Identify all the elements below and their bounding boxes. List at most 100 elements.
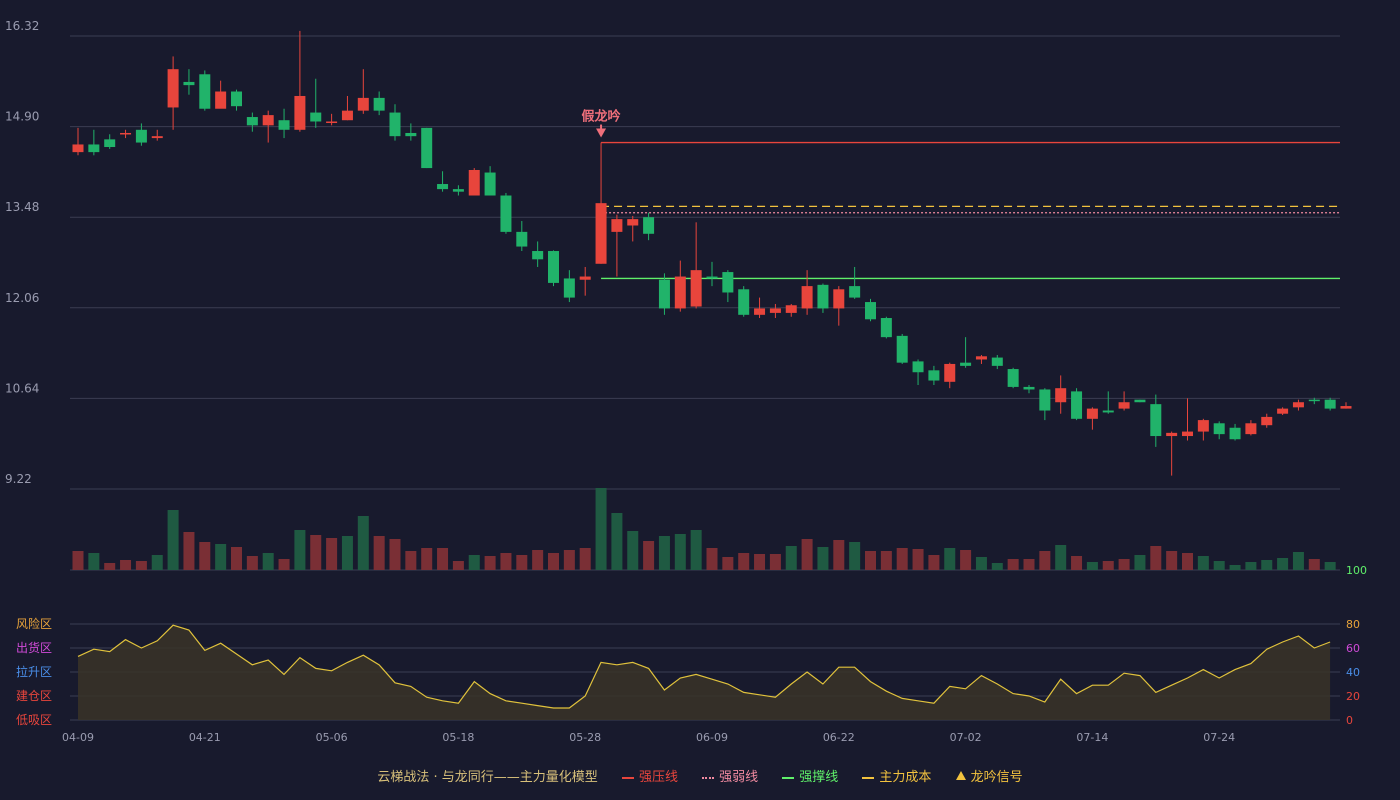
grid-layer — [70, 35, 1340, 721]
legend-item-support[interactable]: 强撑线 — [782, 766, 838, 785]
volume-bar — [880, 551, 892, 570]
volume-bar — [484, 556, 496, 570]
volume-bar — [1007, 559, 1019, 570]
volume-bar — [991, 563, 1003, 570]
volume-bar — [437, 548, 449, 570]
oscillator-line — [77, 624, 1331, 709]
candle-body — [865, 302, 876, 320]
candle-body — [468, 169, 480, 196]
x-tick-label: 04-21 — [189, 731, 221, 744]
oscillator-tick-label: 0 — [1346, 714, 1353, 727]
candle-body — [516, 231, 528, 247]
zone-label: 低吸区 — [16, 713, 52, 727]
volume-bar — [231, 547, 242, 570]
candle-body — [88, 144, 100, 153]
x-tick-label: 04-09 — [62, 731, 94, 744]
volume-bar — [1182, 553, 1193, 570]
candle-body — [1023, 386, 1035, 390]
candle-body — [991, 357, 1003, 366]
candle-body — [563, 278, 575, 298]
volume-bar — [944, 548, 956, 570]
candle-body — [326, 121, 338, 123]
legend-label-cost: 主力成本 — [879, 770, 932, 785]
candle-body — [738, 289, 750, 315]
candle-body — [484, 172, 496, 196]
legend-item-cost[interactable]: 主力成本 — [862, 766, 931, 785]
volume-bar — [151, 555, 163, 570]
legend-label-strength: 强弱线 — [719, 770, 759, 785]
volume-bar — [326, 538, 338, 570]
candle-body — [611, 219, 623, 232]
candle-body — [674, 276, 686, 309]
volume-bar — [548, 553, 559, 570]
volume-bar — [1118, 559, 1130, 570]
candle-body — [452, 189, 464, 192]
candle-body — [896, 335, 908, 363]
volume-bar — [754, 554, 766, 570]
candle-body — [548, 251, 559, 283]
volume-bar — [135, 561, 147, 570]
candle-body — [706, 276, 718, 279]
candle-body — [1007, 369, 1019, 387]
volume-bar — [1055, 545, 1067, 570]
volume-bar — [1086, 562, 1098, 570]
volume-bar — [833, 540, 845, 570]
volume-bar — [1039, 551, 1051, 570]
candle-body — [104, 139, 116, 148]
legend-item-strength[interactable]: 强弱线 — [702, 766, 758, 785]
price-tick-label: 9.22 — [5, 472, 32, 486]
candle-body — [1071, 391, 1083, 419]
candle-body — [833, 289, 845, 309]
volume-bar — [294, 530, 306, 570]
x-tick-label: 05-28 — [569, 731, 601, 744]
volume-bar — [1071, 556, 1083, 570]
candle-body — [532, 251, 544, 260]
volume-bar — [1292, 552, 1304, 570]
x-tick-label: 06-09 — [696, 731, 728, 744]
legend-swatch-support — [782, 776, 795, 779]
price-tick-label: 13.48 — [5, 200, 39, 214]
volume-bar — [1324, 562, 1336, 570]
candle-body — [801, 286, 813, 309]
legend-swatch-strength — [702, 776, 715, 779]
candle-body — [199, 74, 211, 109]
legend-label-support: 强撑线 — [799, 770, 839, 785]
volume-bar — [1150, 546, 1162, 570]
candle-body — [231, 91, 242, 107]
price-tick-label: 16.32 — [5, 19, 39, 33]
volume-bar — [405, 551, 417, 570]
volume-bar — [1134, 555, 1146, 570]
candle-body — [1086, 408, 1098, 419]
candle-body — [167, 69, 179, 108]
candle-body — [1324, 399, 1336, 409]
candle-body — [1308, 399, 1320, 402]
zone-label: 拉升区 — [16, 664, 52, 679]
volume-bar — [1308, 559, 1320, 570]
candle-body — [643, 217, 655, 234]
candle-body — [658, 279, 670, 309]
x-tick-label: 05-06 — [316, 731, 348, 744]
volume-axis-label: 100 — [1346, 564, 1367, 577]
legend-item-signal[interactable]: 龙吟信号 — [955, 766, 1023, 785]
volume-bar — [1197, 556, 1209, 570]
volume-bar — [643, 541, 655, 570]
volume-bar — [104, 563, 116, 570]
candle-body — [1102, 410, 1114, 413]
candle-body — [151, 136, 163, 139]
oscillator-tick-label: 20 — [1346, 690, 1360, 703]
volume-bar — [817, 547, 829, 570]
candle-body — [595, 203, 607, 264]
legend-item-pressure[interactable]: 强压线 — [621, 766, 678, 785]
legend-swatch-cost — [862, 776, 875, 779]
price-tick-label: 10.64 — [5, 381, 39, 395]
volume-bar — [215, 544, 227, 570]
volume-bar — [849, 542, 861, 570]
legend-label-pressure: 强压线 — [638, 770, 678, 785]
candle-body — [1118, 402, 1130, 409]
oscillator-tick-label: 80 — [1346, 618, 1360, 631]
candle-body — [1197, 420, 1209, 432]
volume-bar — [1277, 558, 1289, 570]
volume-layer — [72, 488, 1336, 570]
candle-body — [1055, 388, 1067, 403]
